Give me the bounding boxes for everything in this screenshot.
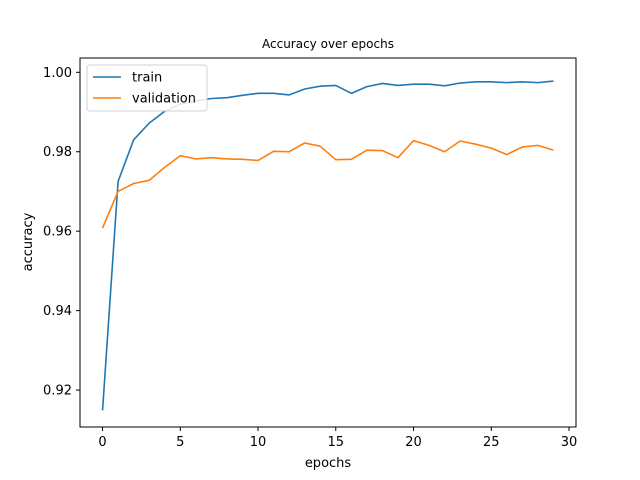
x-tick-label: 0 xyxy=(98,435,106,450)
x-tick-label: 5 xyxy=(176,435,184,450)
y-tick-label: 0.98 xyxy=(43,145,72,160)
axes-layer xyxy=(79,57,577,428)
legend: train validation xyxy=(86,64,208,112)
ticks-layer: 0 5 10 15 20 25 30 0.92 0.94 0.96 0.98 1.00 xyxy=(43,66,577,450)
x-tick-label: 10 xyxy=(250,435,267,450)
y-tick-label: 0.96 xyxy=(43,225,72,240)
legend-label-train: train xyxy=(132,71,162,86)
y-tick-label: 1.00 xyxy=(43,66,72,81)
x-tick-label: 20 xyxy=(405,435,422,450)
x-tick-label: 15 xyxy=(328,435,345,450)
series-line-validation xyxy=(101,139,554,229)
y-tick-label: 0.94 xyxy=(43,304,72,319)
y-tick-label: 0.92 xyxy=(43,384,72,399)
chart-title: Accuracy over epochs xyxy=(262,37,394,51)
plot-frame xyxy=(79,57,577,428)
series-layer xyxy=(101,80,554,411)
legend-label-validation: validation xyxy=(132,92,196,107)
x-tick-label: 25 xyxy=(483,435,500,450)
x-axis-label: epochs xyxy=(305,456,352,471)
x-tick-label: 30 xyxy=(561,435,578,450)
y-axis-label: accuracy xyxy=(21,212,36,271)
series-line-train xyxy=(101,80,554,411)
